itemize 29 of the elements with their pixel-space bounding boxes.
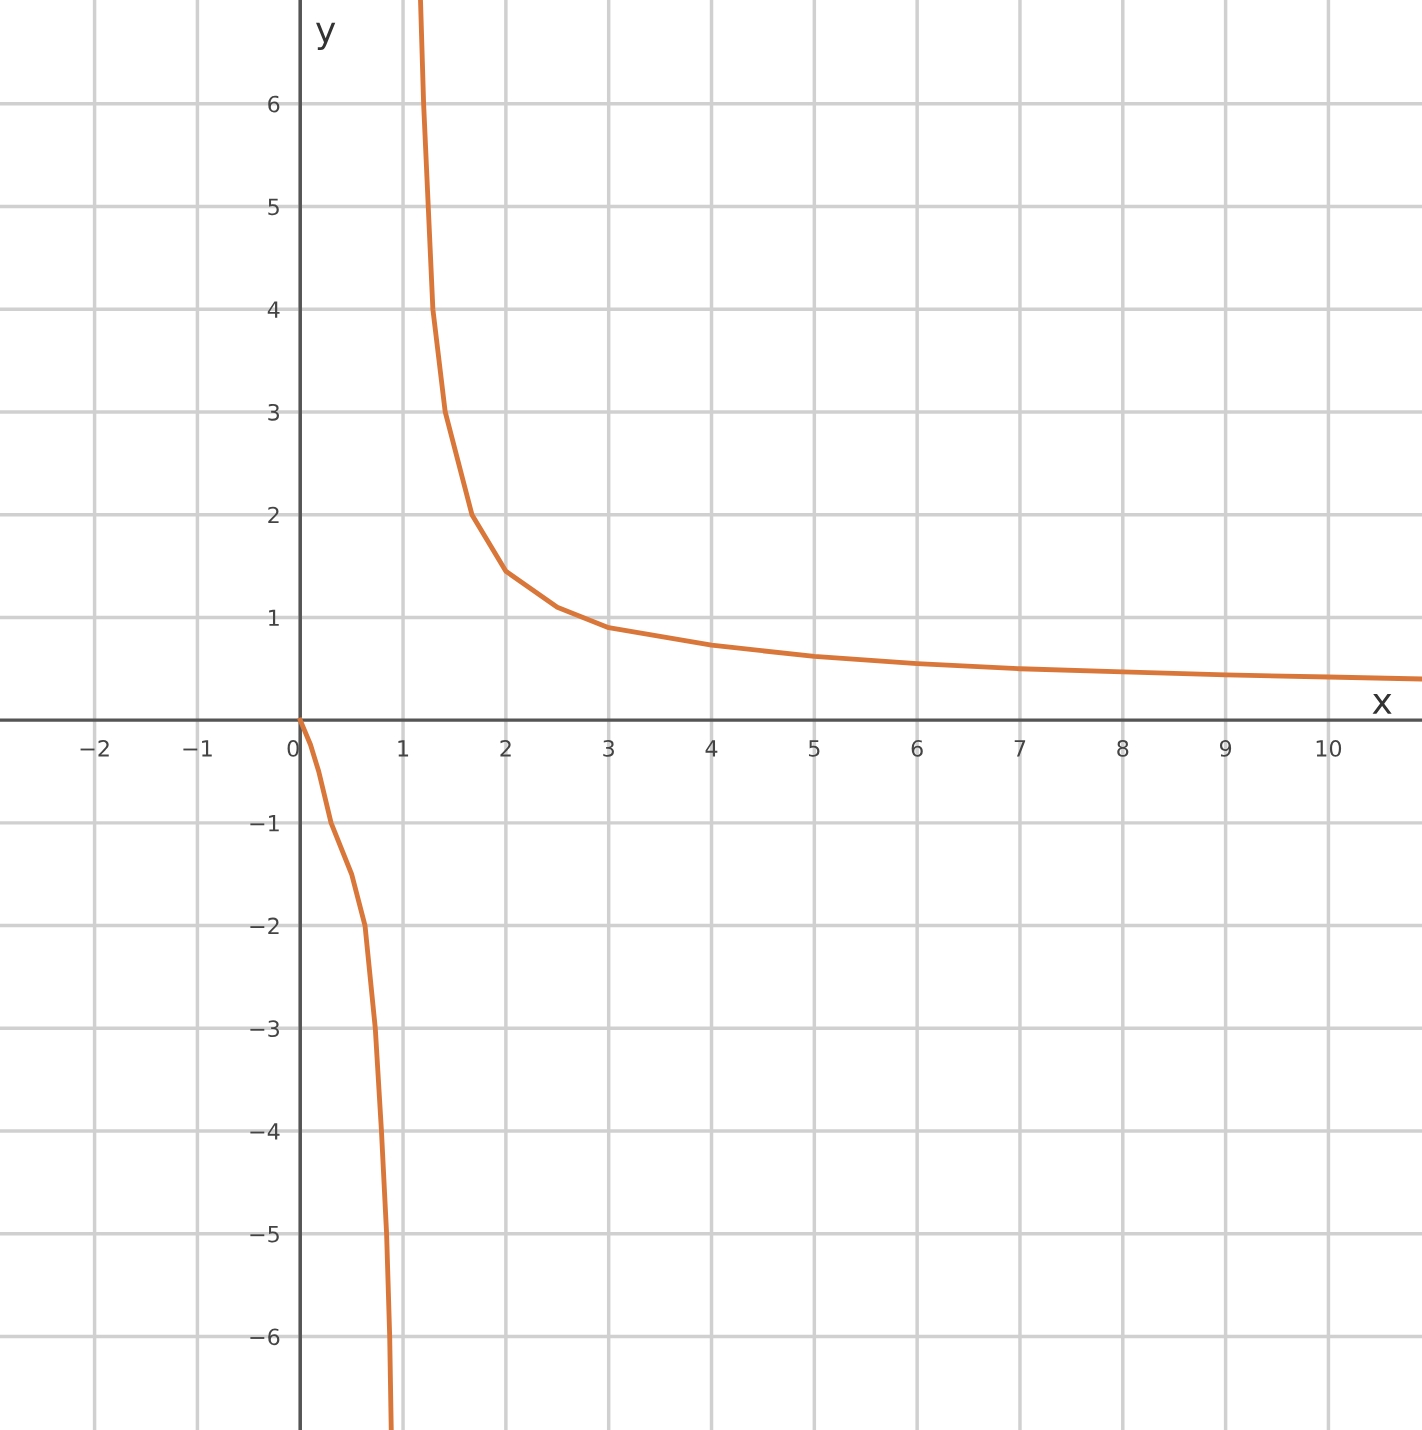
x-tick-label: 7 <box>1014 740 1026 757</box>
y-tick-label: −1 <box>250 815 279 832</box>
y-tick-label: −4 <box>250 1123 280 1140</box>
y-tick-label: −5 <box>250 1226 279 1243</box>
x-axis-title: x <box>1372 694 1392 714</box>
x-tick-label: −2 <box>80 739 109 757</box>
y-tick-label: 4 <box>267 301 280 318</box>
y-tick-label: −2 <box>250 917 279 935</box>
line-series <box>297 717 394 1430</box>
x-tick-label: 1 <box>398 740 409 757</box>
x-tick-label: 10 <box>1316 739 1342 757</box>
line-series <box>418 0 1422 682</box>
y-tick-label: 5 <box>268 198 279 216</box>
y-tick-label: 1 <box>269 609 279 626</box>
y-tick-label: 2 <box>268 506 279 524</box>
y-tick-label: −6 <box>250 1328 280 1346</box>
x-tick-label: 9 <box>1219 739 1232 757</box>
x-tick-label: 4 <box>705 740 718 757</box>
y-axis-title: y <box>316 22 336 51</box>
x-tick-label: 2 <box>500 739 511 757</box>
x-tick-label: −1 <box>183 740 212 757</box>
x-tick-label: 3 <box>603 739 614 757</box>
x-tick-label: 5 <box>808 740 820 757</box>
x-tick-label: 0 <box>287 739 299 757</box>
x-tick-label: 6 <box>911 739 923 757</box>
x-tick-label: 8 <box>1117 739 1129 757</box>
y-tick-label: 6 <box>268 95 280 113</box>
y-tick-label: 3 <box>268 403 280 421</box>
y-tick-label: −3 <box>250 1020 280 1038</box>
